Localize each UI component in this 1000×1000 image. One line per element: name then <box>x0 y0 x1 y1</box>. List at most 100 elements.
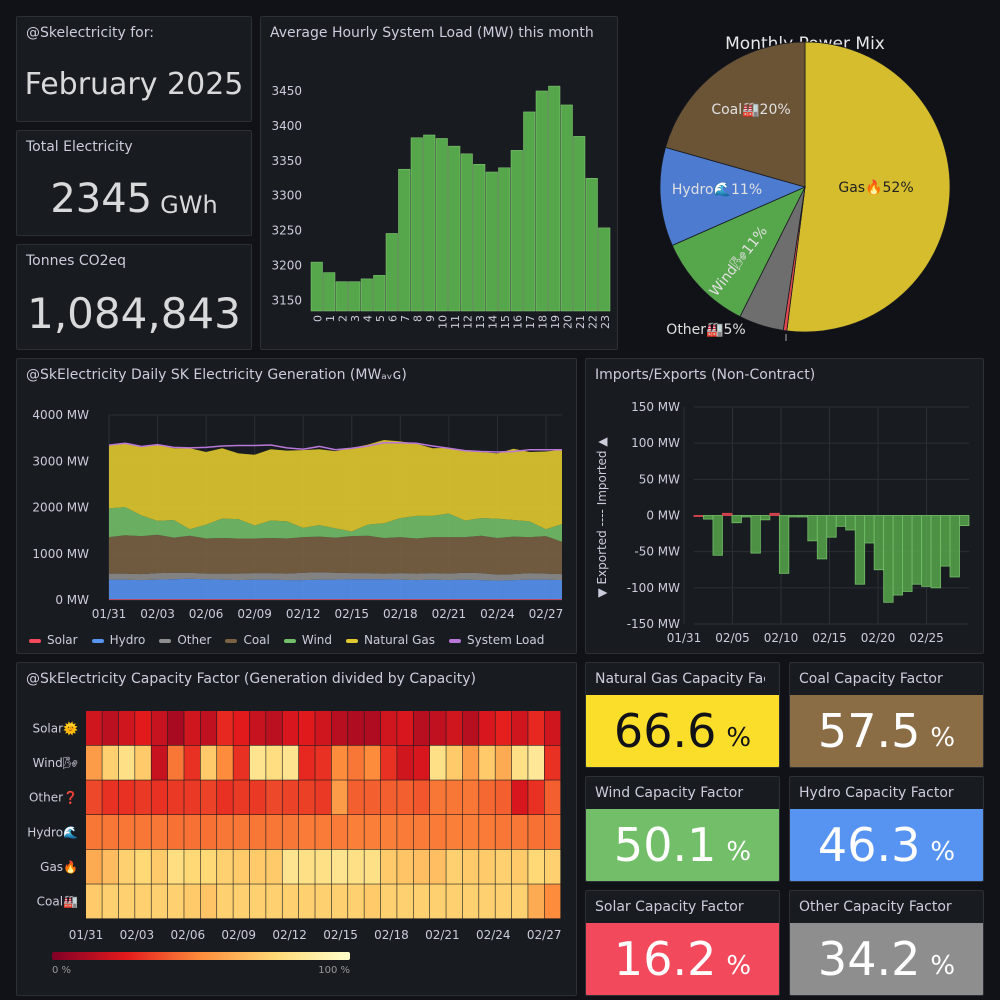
x-tick-label: 9 <box>424 315 437 322</box>
row-label: Solar🌞 <box>32 720 78 735</box>
heatmap-cell <box>348 780 364 815</box>
heatmap-cell <box>528 711 545 746</box>
heatmap-cell <box>462 780 479 815</box>
legend-item[interactable]: Coal <box>225 633 270 647</box>
heatmap-cell <box>479 884 495 919</box>
import-export-bar <box>769 512 780 516</box>
heatmap-cell <box>184 815 201 850</box>
heatmap-cell <box>446 815 463 850</box>
heatmap-cell <box>184 849 201 884</box>
card-value: 34.2 <box>817 932 921 986</box>
x-tick-label: 02/27 <box>527 928 562 942</box>
card-value: 46.3 <box>817 818 921 872</box>
heatmap-cell <box>167 780 184 815</box>
x-tick-label: 02/12 <box>286 607 321 621</box>
pie-slice <box>665 41 806 188</box>
heatmap-cell <box>249 780 266 815</box>
import-export-bar <box>797 515 809 518</box>
capacity-factor-card: Wind Capacity Factor 50.1% <box>585 776 780 882</box>
heatmap-cell <box>200 884 217 919</box>
card-value: 16.2 <box>613 932 717 986</box>
legend-item[interactable]: Other <box>159 633 211 647</box>
x-tick-label: 02/10 <box>764 631 799 645</box>
row-label: Coal🏭 <box>37 895 78 909</box>
total-electricity-stat: 2345 GWh <box>17 163 251 235</box>
x-tick-label: 4 <box>361 315 374 322</box>
heatmap-cell <box>315 884 332 919</box>
heatmap-cell <box>282 780 299 815</box>
heatmap-cell <box>511 815 528 850</box>
heatmap-cell <box>544 815 561 850</box>
load-bar <box>573 136 586 312</box>
heatmap-cell <box>86 884 102 919</box>
heatmap-cell <box>266 815 282 850</box>
x-tick-label: 0 <box>311 315 324 322</box>
x-tick-label: 01/31 <box>69 928 104 942</box>
load-bar <box>598 227 611 312</box>
heatmap-cell <box>102 849 119 884</box>
card-value-box: 66.6% <box>586 695 779 767</box>
heatmap-cell <box>364 745 381 780</box>
load-bar <box>585 178 598 312</box>
power-mix-panel: Monthly Power Mix Gas🔥52%Other🏭5%Wind🌬11… <box>626 16 984 350</box>
heatmap-cell <box>249 711 266 746</box>
x-tick-label: 02/18 <box>383 607 418 621</box>
x-tick-label: 02/06 <box>189 607 224 621</box>
imports-exports-chart: 150 MW 100 MW 50 MW 0 MW -50 MW -100 MW -150 M… <box>595 400 970 645</box>
heatmap-cell <box>528 745 545 780</box>
x-tick-label: 02/15 <box>812 631 847 645</box>
legend-item[interactable]: System Load <box>449 633 544 647</box>
heatmap-cell <box>102 745 119 780</box>
heatmap-cell <box>528 849 545 884</box>
heatmap-cell <box>528 884 545 919</box>
heatmap-cell <box>511 711 528 746</box>
heatmap-cell <box>479 780 495 815</box>
heatmap-cell <box>544 745 561 780</box>
legend-item[interactable]: Wind <box>283 633 333 647</box>
heatmap-cell <box>495 884 512 919</box>
x-tick-label: 02/15 <box>323 928 358 942</box>
heatmap-cell <box>495 780 512 815</box>
legend-swatch <box>346 638 359 643</box>
heatmap-cell <box>266 780 282 815</box>
load-bar <box>460 153 473 312</box>
load-bar <box>410 137 423 312</box>
heatmap-cell <box>167 884 184 919</box>
heatmap-cell <box>217 849 233 884</box>
card-value: 66.6 <box>613 704 717 758</box>
card-unit: % <box>930 723 956 753</box>
card-unit: % <box>930 951 956 981</box>
card-title: Other Capacity Factor <box>799 899 952 915</box>
heatmap-cell <box>495 815 512 850</box>
legend-item[interactable]: Natural Gas <box>346 633 435 647</box>
pie-label: Coal🏭20% <box>711 102 790 118</box>
heatmap-cell <box>233 780 250 815</box>
card-title: Natural Gas Capacity Factor <box>595 671 765 687</box>
heatmap-cell <box>233 745 250 780</box>
import-export-bar <box>731 515 742 524</box>
legend-item[interactable]: Solar <box>29 633 78 647</box>
heatmap-cell <box>184 745 201 780</box>
x-tick-label: 02/27 <box>529 607 564 621</box>
legend-label: Natural Gas <box>364 633 436 647</box>
heatmap-cell <box>135 780 151 815</box>
y-tick-label: 1000 MW <box>32 547 89 561</box>
heatmap-cell <box>184 711 201 746</box>
pie-slice <box>659 146 807 246</box>
legend-label: Wind <box>301 633 333 647</box>
x-tick-label: 16 <box>511 315 524 329</box>
x-tick-label: 12 <box>461 315 474 329</box>
row-label: Gas🔥 <box>40 860 78 874</box>
heatmap-cell <box>118 745 135 780</box>
heatmap-cell <box>249 815 266 850</box>
heatmap-cell <box>217 815 233 850</box>
legend-item[interactable]: Hydro <box>91 633 145 647</box>
heatmap-cell <box>151 815 168 850</box>
series-area-other <box>109 572 562 581</box>
heatmap-cell <box>315 745 332 780</box>
load-bar <box>435 138 448 312</box>
heatmap-cell <box>446 780 463 815</box>
import-export-bar <box>703 515 714 520</box>
import-export-bar <box>883 515 894 603</box>
